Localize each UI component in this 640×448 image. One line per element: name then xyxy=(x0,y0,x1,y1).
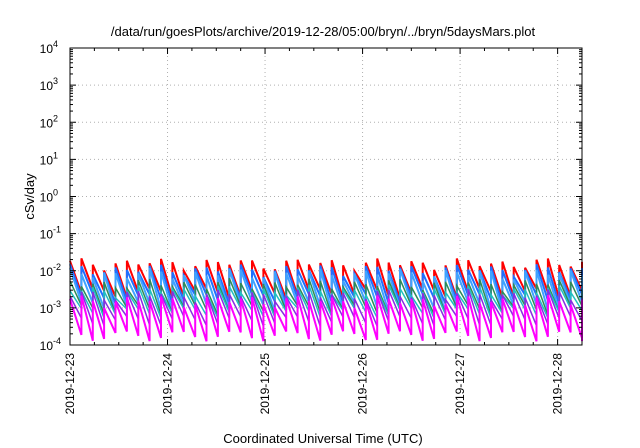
y-tick-exponent: -4 xyxy=(53,336,61,346)
y-tick-exponent: -2 xyxy=(53,262,61,272)
y-axis-label: cSv/day xyxy=(22,173,37,220)
x-tick-label: 2019-12-24 xyxy=(161,353,175,415)
y-tick-label: 10 xyxy=(40,265,54,279)
y-tick-label: 10 xyxy=(40,191,54,205)
y-tick-exponent: -3 xyxy=(53,299,61,309)
y-tick-exponent: 1 xyxy=(53,150,58,160)
y-tick-label: 10 xyxy=(40,302,54,316)
grid-lines xyxy=(70,48,582,345)
y-tick-label: 10 xyxy=(40,228,54,242)
y-tick-label: 10 xyxy=(40,42,54,56)
series-group xyxy=(69,258,583,342)
y-tick-label: 10 xyxy=(40,116,54,130)
x-tick-label: 2019-12-25 xyxy=(258,353,272,415)
chart-title: /data/run/goesPlots/archive/2019-12-28/0… xyxy=(111,24,536,39)
y-tick-label: 10 xyxy=(40,79,54,93)
y-tick-exponent: 3 xyxy=(53,76,58,86)
x-tick-label: 2019-12-23 xyxy=(63,353,77,415)
y-tick-exponent: 0 xyxy=(53,188,58,198)
x-axis-label: Coordinated Universal Time (UTC) xyxy=(223,431,422,446)
y-tick-exponent: 2 xyxy=(53,113,58,123)
y-tick-label: 10 xyxy=(40,339,54,353)
series-line xyxy=(69,294,583,342)
y-tick-exponent: -1 xyxy=(53,225,61,235)
x-tick-label: 2019-12-28 xyxy=(551,353,565,415)
y-tick-label: 10 xyxy=(40,153,54,167)
y-tick-exponent: 4 xyxy=(53,39,58,49)
x-tick-label: 2019-12-27 xyxy=(453,353,467,415)
x-tick-label: 2019-12-26 xyxy=(356,353,370,415)
